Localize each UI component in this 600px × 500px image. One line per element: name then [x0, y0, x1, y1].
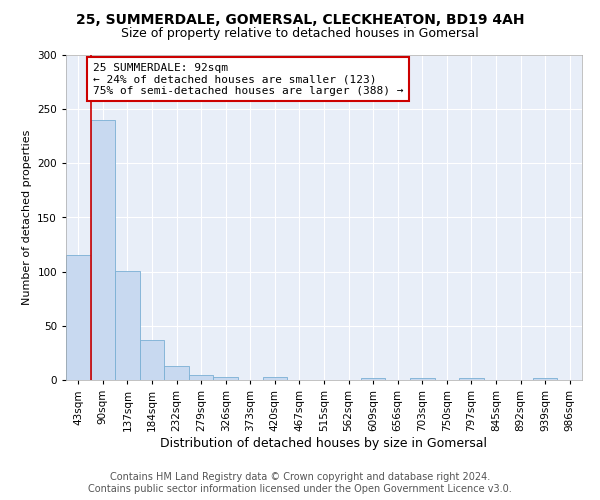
- Bar: [189, 374, 214, 380]
- Bar: [459, 378, 484, 380]
- Bar: [263, 377, 287, 380]
- Bar: [66, 256, 91, 380]
- Bar: [140, 340, 164, 380]
- X-axis label: Distribution of detached houses by size in Gomersal: Distribution of detached houses by size …: [161, 436, 487, 450]
- Bar: [214, 377, 238, 380]
- Text: 25, SUMMERDALE, GOMERSAL, CLECKHEATON, BD19 4AH: 25, SUMMERDALE, GOMERSAL, CLECKHEATON, B…: [76, 12, 524, 26]
- Bar: [410, 378, 434, 380]
- Text: Size of property relative to detached houses in Gomersal: Size of property relative to detached ho…: [121, 28, 479, 40]
- Text: Contains HM Land Registry data © Crown copyright and database right 2024.
Contai: Contains HM Land Registry data © Crown c…: [88, 472, 512, 494]
- Bar: [533, 378, 557, 380]
- Text: 25 SUMMERDALE: 92sqm
← 24% of detached houses are smaller (123)
75% of semi-deta: 25 SUMMERDALE: 92sqm ← 24% of detached h…: [93, 62, 404, 96]
- Bar: [115, 270, 140, 380]
- Bar: [361, 378, 385, 380]
- Bar: [91, 120, 115, 380]
- Bar: [164, 366, 189, 380]
- Y-axis label: Number of detached properties: Number of detached properties: [22, 130, 32, 305]
